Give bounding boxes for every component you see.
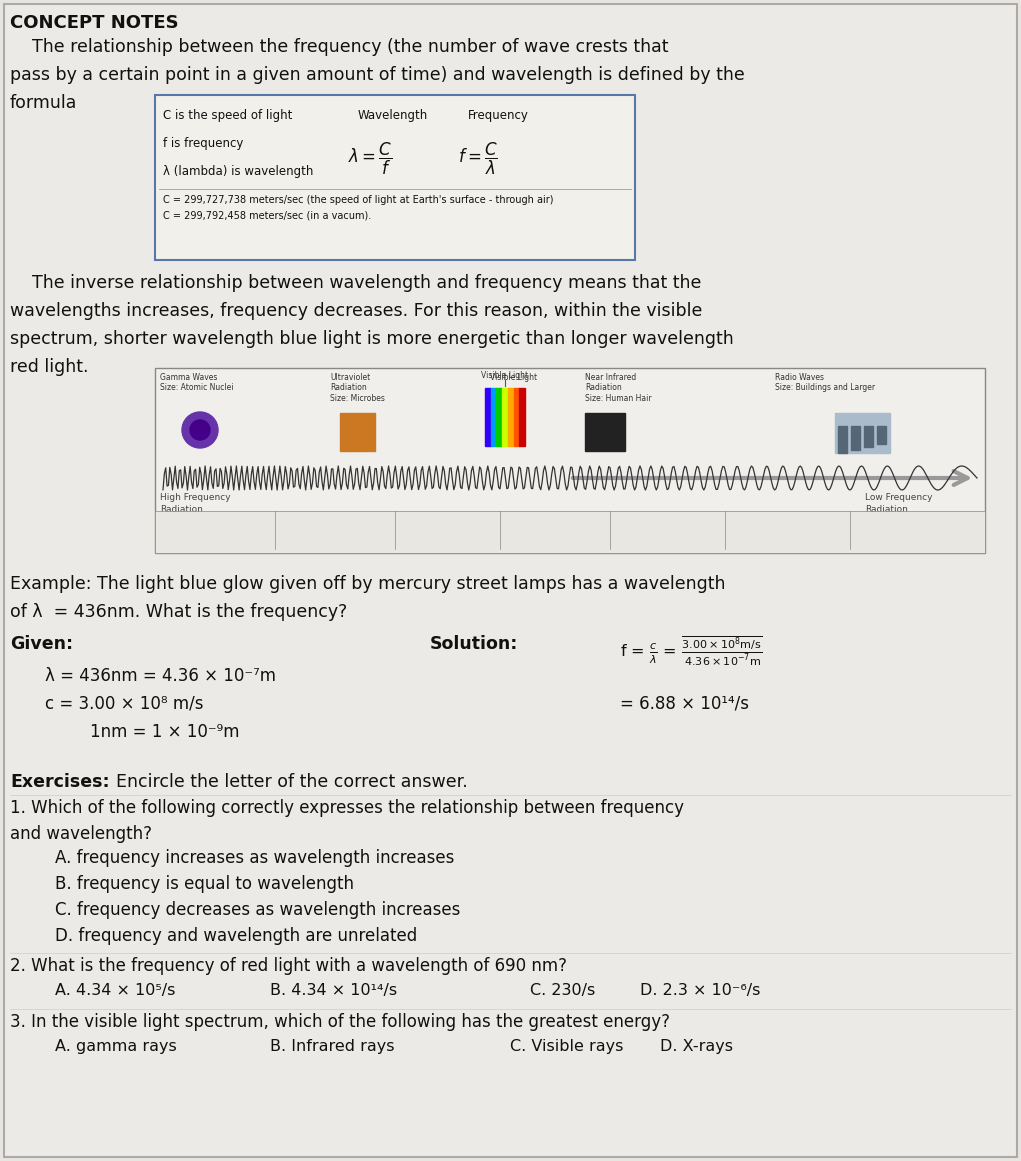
Bar bbox=[502, 388, 507, 446]
Bar bbox=[835, 413, 890, 453]
Text: 10⁻⁸ m: 10⁻⁸ m bbox=[398, 527, 425, 536]
Text: C = 299,792,458 meters/sec (in a vacum).: C = 299,792,458 meters/sec (in a vacum). bbox=[163, 211, 372, 221]
Text: Exercises:: Exercises: bbox=[10, 773, 109, 791]
Text: Visible Light: Visible Light bbox=[490, 373, 537, 382]
Text: λ = 436nm = 4.36 × 10⁻⁷m: λ = 436nm = 4.36 × 10⁻⁷m bbox=[45, 668, 276, 685]
Text: Radio: Radio bbox=[853, 515, 875, 524]
Text: C. frequency decreases as wavelength increases: C. frequency decreases as wavelength inc… bbox=[55, 901, 460, 920]
Text: Encircle the letter of the correct answer.: Encircle the letter of the correct answe… bbox=[105, 773, 468, 791]
Text: Near Infrared
Radiation
Size: Human Hair: Near Infrared Radiation Size: Human Hair bbox=[585, 373, 651, 403]
Bar bbox=[491, 388, 496, 446]
Text: Low Frequency: Low Frequency bbox=[865, 493, 932, 502]
Text: High Frequency: High Frequency bbox=[160, 493, 231, 502]
Text: pass by a certain point in a given amount of time) and wavelength is defined by : pass by a certain point in a given amoun… bbox=[10, 66, 744, 84]
Text: = 6.88 × 10¹⁴/s: = 6.88 × 10¹⁴/s bbox=[620, 695, 749, 713]
Text: formula: formula bbox=[10, 94, 78, 111]
Text: Example: The light blue glow given off by mercury street lamps has a wavelength: Example: The light blue glow given off b… bbox=[10, 575, 726, 593]
Bar bbox=[520, 388, 525, 446]
Text: $\lambda=\dfrac{C}{f}$: $\lambda=\dfrac{C}{f}$ bbox=[348, 140, 393, 178]
Text: A. frequency increases as wavelength increases: A. frequency increases as wavelength inc… bbox=[55, 849, 454, 867]
Text: $f=\dfrac{C}{\lambda}$: $f=\dfrac{C}{\lambda}$ bbox=[458, 140, 498, 178]
Text: 0.5×10⁻⁶ m: 0.5×10⁻⁶ m bbox=[503, 527, 548, 536]
Text: of λ  = 436nm. What is the frequency?: of λ = 436nm. What is the frequency? bbox=[10, 603, 347, 621]
Bar bbox=[496, 388, 502, 446]
Text: Given:: Given: bbox=[10, 635, 74, 652]
Text: D. 2.3 × 10⁻⁶/s: D. 2.3 × 10⁻⁶/s bbox=[640, 983, 761, 998]
Text: 1. Which of the following correctly expresses the relationship between frequency: 1. Which of the following correctly expr… bbox=[10, 799, 684, 817]
Text: f = $\frac{c}{\lambda}$ = $\frac{\overline{3.00 \times 10^{8}\mathrm{m/s}}}{\,4.: f = $\frac{c}{\lambda}$ = $\frac{\overli… bbox=[620, 635, 763, 668]
Text: Gamma Waves
Size: Atomic Nuclei: Gamma Waves Size: Atomic Nuclei bbox=[160, 373, 234, 392]
Text: B. Infrared rays: B. Infrared rays bbox=[270, 1039, 394, 1054]
Circle shape bbox=[190, 420, 210, 440]
Text: Radiation: Radiation bbox=[865, 505, 908, 514]
Text: A. 4.34 × 10⁵/s: A. 4.34 × 10⁵/s bbox=[55, 983, 176, 998]
Text: c = 3.00 × 10⁸ m/s: c = 3.00 × 10⁸ m/s bbox=[45, 695, 203, 713]
Text: red light.: red light. bbox=[10, 358, 89, 376]
Text: X Ray: X Ray bbox=[278, 515, 300, 524]
Circle shape bbox=[182, 412, 218, 448]
Text: C. Visible rays: C. Visible rays bbox=[510, 1039, 624, 1054]
Text: Frequency: Frequency bbox=[468, 109, 529, 122]
Text: Solution:: Solution: bbox=[430, 635, 519, 652]
Text: Ultraviolet
Radiation
Size: Microbes: Ultraviolet Radiation Size: Microbes bbox=[330, 373, 385, 403]
Text: C = 299,727,738 meters/sec (the speed of light at Earth's surface - through air): C = 299,727,738 meters/sec (the speed of… bbox=[163, 195, 553, 205]
Bar bbox=[877, 426, 886, 444]
Text: A. gamma rays: A. gamma rays bbox=[55, 1039, 177, 1054]
Text: 10⁻⁵ m: 10⁻⁵ m bbox=[613, 527, 639, 536]
Text: 1nm = 1 × 10⁻⁹m: 1nm = 1 × 10⁻⁹m bbox=[90, 723, 240, 741]
Text: C is the speed of light: C is the speed of light bbox=[163, 109, 292, 122]
Text: B. 4.34 × 10¹⁴/s: B. 4.34 × 10¹⁴/s bbox=[270, 983, 397, 998]
Text: D. X-rays: D. X-rays bbox=[660, 1039, 733, 1054]
Bar bbox=[340, 413, 375, 450]
Bar bbox=[155, 95, 635, 260]
Bar bbox=[155, 368, 985, 553]
Text: Gamma Rays: Gamma Rays bbox=[160, 515, 211, 524]
Text: 10⁻² m: 10⁻² m bbox=[728, 527, 755, 536]
Text: Microwave: Microwave bbox=[728, 515, 769, 524]
Text: Wavelength: Wavelength bbox=[358, 109, 428, 122]
Text: CONCEPT NOTES: CONCEPT NOTES bbox=[10, 14, 179, 33]
Text: C. 230/s: C. 230/s bbox=[530, 983, 595, 998]
Bar bbox=[507, 388, 514, 446]
Text: Infrared: Infrared bbox=[613, 515, 643, 524]
Bar bbox=[850, 426, 860, 450]
Bar bbox=[155, 511, 985, 553]
Text: Radio Waves
Size: Buildings and Larger: Radio Waves Size: Buildings and Larger bbox=[775, 373, 875, 392]
Text: f is frequency: f is frequency bbox=[163, 137, 243, 150]
Text: B. frequency is equal to wavelength: B. frequency is equal to wavelength bbox=[55, 875, 354, 893]
Text: 10⁻¹² m: 10⁻¹² m bbox=[160, 527, 190, 536]
Bar bbox=[585, 413, 625, 450]
Bar bbox=[838, 426, 847, 453]
Text: spectrum, shorter wavelength blue light is more energetic than longer wavelength: spectrum, shorter wavelength blue light … bbox=[10, 330, 734, 348]
Text: D. frequency and wavelength are unrelated: D. frequency and wavelength are unrelate… bbox=[55, 926, 418, 945]
Bar bbox=[864, 426, 873, 447]
Text: Ultraviolet: Ultraviolet bbox=[398, 515, 438, 524]
Text: 10⁻¹⁰ m: 10⁻¹⁰ m bbox=[278, 527, 307, 536]
Text: Visible Light: Visible Light bbox=[482, 372, 529, 380]
Text: 2. What is the frequency of red light with a wavelength of 690 nm?: 2. What is the frequency of red light wi… bbox=[10, 957, 567, 975]
Text: 3. In the visible light spectrum, which of the following has the greatest energy: 3. In the visible light spectrum, which … bbox=[10, 1014, 670, 1031]
Text: wavelengths increases, frequency decreases. For this reason, within the visible: wavelengths increases, frequency decreas… bbox=[10, 302, 702, 320]
Text: λ (lambda) is wavelength: λ (lambda) is wavelength bbox=[163, 165, 313, 178]
Text: Visible: Visible bbox=[503, 515, 529, 524]
Bar bbox=[514, 388, 520, 446]
Text: The relationship between the frequency (the number of wave crests that: The relationship between the frequency (… bbox=[10, 38, 669, 56]
Text: 10² m: 10² m bbox=[853, 527, 875, 536]
Text: Radiation: Radiation bbox=[160, 505, 203, 514]
Text: The inverse relationship between wavelength and frequency means that the: The inverse relationship between wavelen… bbox=[10, 274, 701, 293]
Bar bbox=[485, 388, 491, 446]
Text: Wavelengths of Electromagnetic Radiation in Meters: Wavelengths of Electromagnetic Radiation… bbox=[459, 541, 681, 550]
Text: and wavelength?: and wavelength? bbox=[10, 825, 152, 843]
